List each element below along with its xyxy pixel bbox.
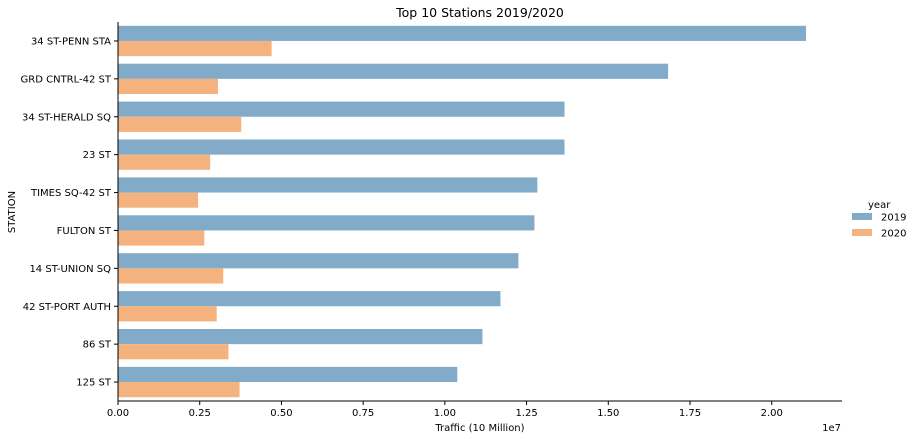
bar-2019-2 <box>118 101 565 117</box>
y-tick-label: GRD CNTRL-42 ST <box>21 74 112 85</box>
bar-2019-7 <box>118 291 501 307</box>
x-axis-offset-text: 1e7 <box>822 423 841 434</box>
bar-2019-9 <box>118 366 458 383</box>
x-tick-label: 1.25 <box>515 408 537 419</box>
bar-2020-6 <box>118 268 224 284</box>
y-axis-categories: 34 ST-PENN STA GRD CNTRL-42 ST 34 ST-HERAL… <box>21 36 118 389</box>
bar-2020-2 <box>118 116 242 132</box>
plot-area <box>118 25 807 398</box>
legend-label-2020: 2020 <box>881 229 906 240</box>
legend-title: year <box>868 200 891 211</box>
x-tick-label: 0.00 <box>107 408 129 419</box>
x-tick-label: 1.50 <box>597 408 619 419</box>
y-tick-label: 34 ST-HERALD SQ <box>22 112 111 123</box>
bar-2020-5 <box>118 230 205 246</box>
legend: year 2019 2020 <box>852 200 906 240</box>
x-axis-label: Traffic (10 Million) <box>434 423 524 434</box>
bar-2019-3 <box>118 139 565 155</box>
legend-swatch-2020 <box>852 229 872 236</box>
bar-2019-1 <box>118 63 669 79</box>
legend-label-2019: 2019 <box>881 213 906 224</box>
y-tick-label: 34 ST-PENN STA <box>31 36 111 47</box>
bar-2020-3 <box>118 154 211 170</box>
bar-2019-4 <box>118 177 538 193</box>
y-tick-label: 125 ST <box>76 378 112 389</box>
y-axis-label: STATION <box>7 191 18 233</box>
x-tick-label: 1.75 <box>679 408 701 419</box>
bar-2019-5 <box>118 215 535 231</box>
x-tick-label: 1.00 <box>434 408 456 419</box>
legend-swatch-2019 <box>852 213 872 220</box>
y-tick-label: 23 ST <box>83 150 112 161</box>
x-tick-label: 0.50 <box>270 408 292 419</box>
y-tick-label: FULTON ST <box>57 226 112 237</box>
bar-2020-1 <box>118 78 219 95</box>
bar-2019-0 <box>118 25 807 41</box>
bar-2020-8 <box>118 344 229 360</box>
bar-2020-7 <box>118 306 217 322</box>
bar-2020-9 <box>118 382 240 398</box>
x-tick-label: 0.25 <box>189 408 211 419</box>
bar-2019-6 <box>118 253 519 269</box>
bar-2020-0 <box>118 40 272 57</box>
x-tick-label: 0.75 <box>352 408 374 419</box>
y-tick-label: 14 ST-UNION SQ <box>29 264 111 275</box>
x-axis-ticks: 0.00 0.25 0.50 0.75 1.00 1.25 1.50 1.75 2.00 <box>107 401 783 419</box>
y-tick-label: TIMES SQ-42 ST <box>30 188 112 199</box>
chart-title: Top 10 Stations 2019/2020 <box>395 5 564 20</box>
bar-2019-8 <box>118 328 483 345</box>
y-tick-label: 42 ST-PORT AUTH <box>23 302 111 313</box>
y-tick-label: 86 ST <box>83 340 112 351</box>
legend-items: 2019 2020 <box>852 213 906 240</box>
bar-2020-4 <box>118 192 199 208</box>
x-tick-label: 2.00 <box>761 408 783 419</box>
